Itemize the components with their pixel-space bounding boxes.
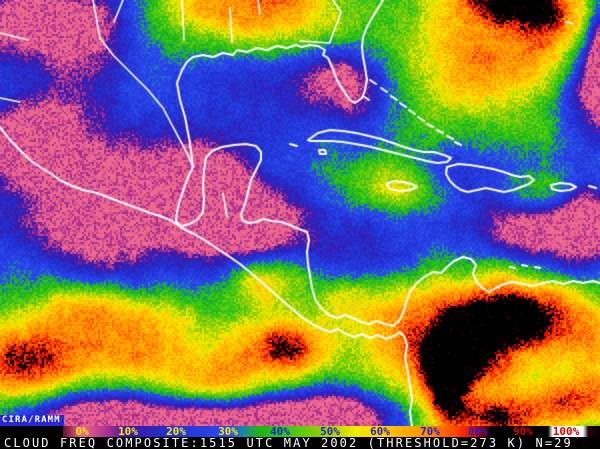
title-text: CLOUD FREQ COMPOSITE:1515 UTC MAY 2002 (… [4,436,573,449]
colorbar-tick-label: 80% [468,425,488,438]
cloud-frequency-map-canvas [0,0,600,426]
colorbar-tick-label: 50% [320,425,340,438]
credit-badge: CIRA/RAMM [0,415,64,426]
colorbar-tick-label: 40% [270,425,290,438]
colorbar-tick-label: 70% [420,425,440,438]
colorbar-tick-label: 100% [552,425,580,438]
colorbar-tick-label: 90% [513,425,533,438]
colorbar: 0% 10% 20% 30% 40% 50% 60% 70% 80% 90% 100% [63,426,600,437]
colorbar-tick-label: 60% [370,425,390,438]
colorbar-tick-label: 0% [75,425,89,438]
bottom-bar: 0% 10% 20% 30% 40% 50% 60% 70% 80% 90% 100% CLOUD … [0,426,600,449]
colorbar-tick-label: 20% [166,425,186,438]
colorbar-tick-label: 30% [218,425,238,438]
colorbar-gradient [63,426,600,437]
colorbar-tick-label: 10% [118,425,138,438]
